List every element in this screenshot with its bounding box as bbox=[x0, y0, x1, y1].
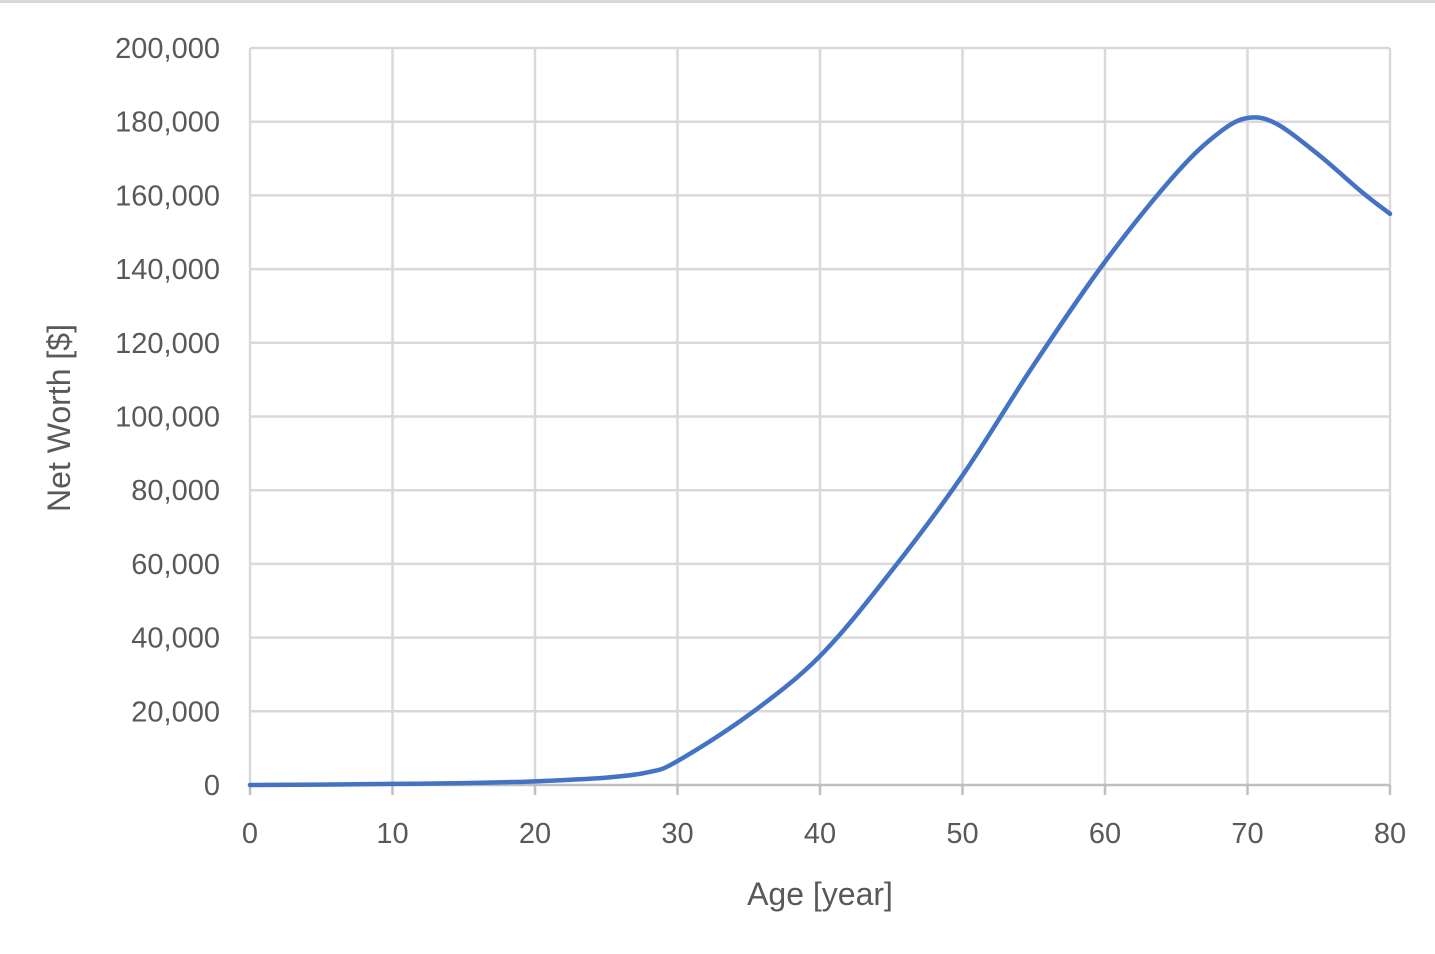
x-tick-label: 60 bbox=[1089, 818, 1121, 850]
y-tick-label: 20,000 bbox=[131, 696, 220, 728]
y-tick-label: 40,000 bbox=[131, 623, 220, 655]
x-tick-label: 50 bbox=[946, 818, 978, 850]
y-tick-label: 140,000 bbox=[115, 254, 220, 286]
y-tick-label: 100,000 bbox=[115, 402, 220, 434]
x-tick-label: 80 bbox=[1374, 818, 1406, 850]
y-tick-label: 80,000 bbox=[131, 475, 220, 507]
series-line bbox=[247, 115, 1393, 788]
y-tick-label: 200,000 bbox=[115, 33, 220, 65]
y-tick-label: 120,000 bbox=[115, 328, 220, 360]
y-axis-title: Net Worth [$] bbox=[41, 324, 77, 512]
y-tick-label: 0 bbox=[204, 770, 220, 802]
gridlines bbox=[248, 46, 1392, 785]
tick-labels: 0 20,000 40,000 60,000 80,000 100,000 120,000 1… bbox=[115, 33, 1406, 850]
series-layer bbox=[247, 115, 1393, 788]
x-tick-label: 40 bbox=[804, 818, 836, 850]
x-tick-label: 20 bbox=[519, 818, 551, 850]
x-tick-label: 0 bbox=[242, 818, 258, 850]
y-tick-label: 180,000 bbox=[115, 107, 220, 139]
x-tick-label: 30 bbox=[661, 818, 693, 850]
x-tick-label: 10 bbox=[376, 818, 408, 850]
x-axis-title: Age [year] bbox=[747, 876, 893, 912]
y-tick-label: 60,000 bbox=[131, 549, 220, 581]
x-tick-label: 70 bbox=[1231, 818, 1263, 850]
top-border bbox=[0, 0, 1435, 3]
axes bbox=[248, 783, 1392, 795]
y-tick-label: 160,000 bbox=[115, 180, 220, 212]
